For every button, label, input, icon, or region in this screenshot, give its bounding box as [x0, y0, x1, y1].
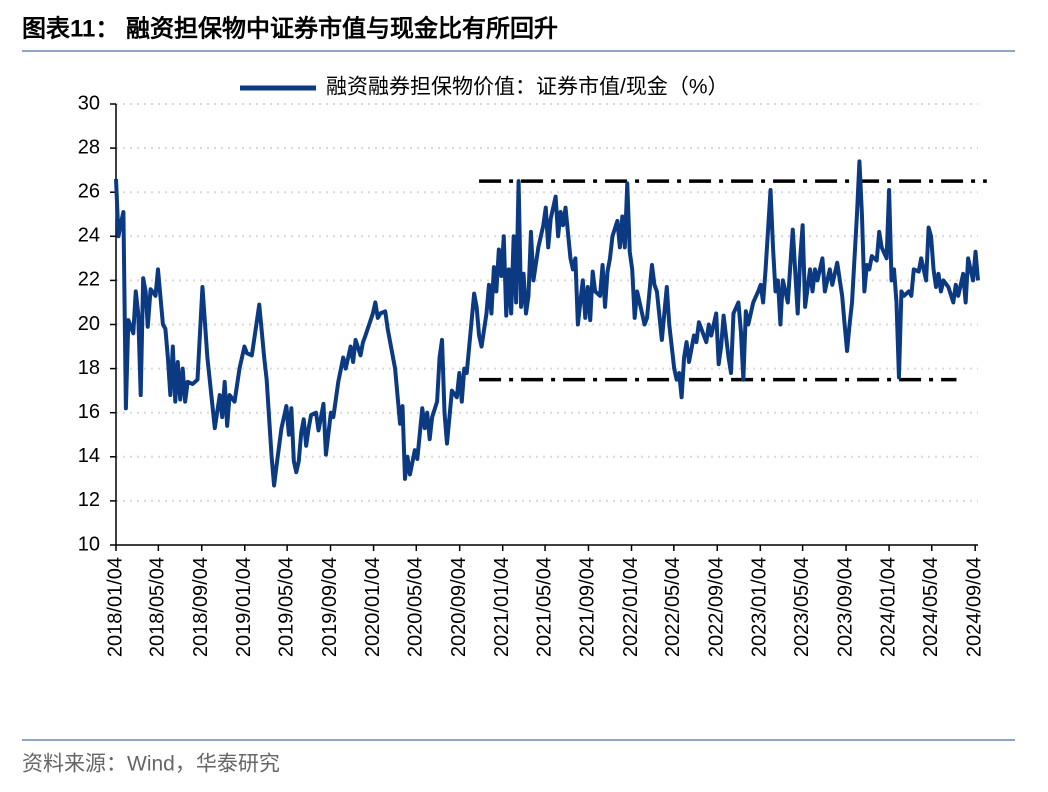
y-tick-label: 10: [78, 533, 100, 555]
x-tick-label: 2023/09/04: [834, 557, 856, 657]
x-tick-label: 2020/01/04: [362, 557, 384, 657]
legend-label: 融资融券担保物价值：证券市值/现金（%）: [326, 76, 729, 99]
x-tick-label: 2018/09/04: [190, 557, 212, 657]
y-tick-label: 12: [78, 489, 100, 511]
chart-title: 图表11： 融资担保物中证券市值与现金比有所回升: [22, 14, 558, 42]
x-tick-label: 2021/05/04: [533, 557, 555, 657]
x-tick-label: 2019/09/04: [319, 557, 341, 657]
y-tick-label: 22: [78, 269, 100, 291]
y-tick-label: 30: [78, 92, 100, 114]
source: 资料来源：Wind，华泰研究: [22, 753, 280, 776]
x-tick-label: 2018/05/04: [147, 557, 169, 657]
x-tick-label: 2020/05/04: [405, 557, 427, 657]
data-line: [114, 159, 980, 488]
x-tick-label: 2021/01/04: [491, 557, 513, 657]
x-tick-label: 2022/01/04: [620, 557, 642, 657]
x-tick-label: 2019/05/04: [275, 557, 297, 657]
y-tick-label: 14: [78, 445, 100, 467]
x-tick-label: 2024/05/04: [920, 557, 942, 657]
y-tick-label: 20: [78, 313, 100, 335]
x-tick-label: 2018/01/04: [104, 557, 126, 657]
x-tick-label: 2019/01/04: [233, 557, 255, 657]
x-tick-label: 2021/09/04: [577, 557, 599, 657]
x-tick-label: 2023/05/04: [791, 557, 813, 657]
x-tick-label: 2024/09/04: [963, 557, 985, 657]
y-tick-label: 28: [78, 136, 100, 158]
y-tick-label: 16: [78, 401, 100, 423]
x-tick-label: 2022/09/04: [706, 557, 728, 657]
y-tick-label: 18: [78, 357, 100, 379]
x-tick-label: 2023/01/04: [749, 557, 771, 657]
x-tick-label: 2022/05/04: [662, 557, 684, 657]
y-tick-label: 26: [78, 180, 100, 202]
y-tick-label: 24: [78, 225, 100, 247]
x-tick-label: 2024/01/04: [877, 557, 899, 657]
x-tick-label: 2020/09/04: [448, 557, 470, 657]
